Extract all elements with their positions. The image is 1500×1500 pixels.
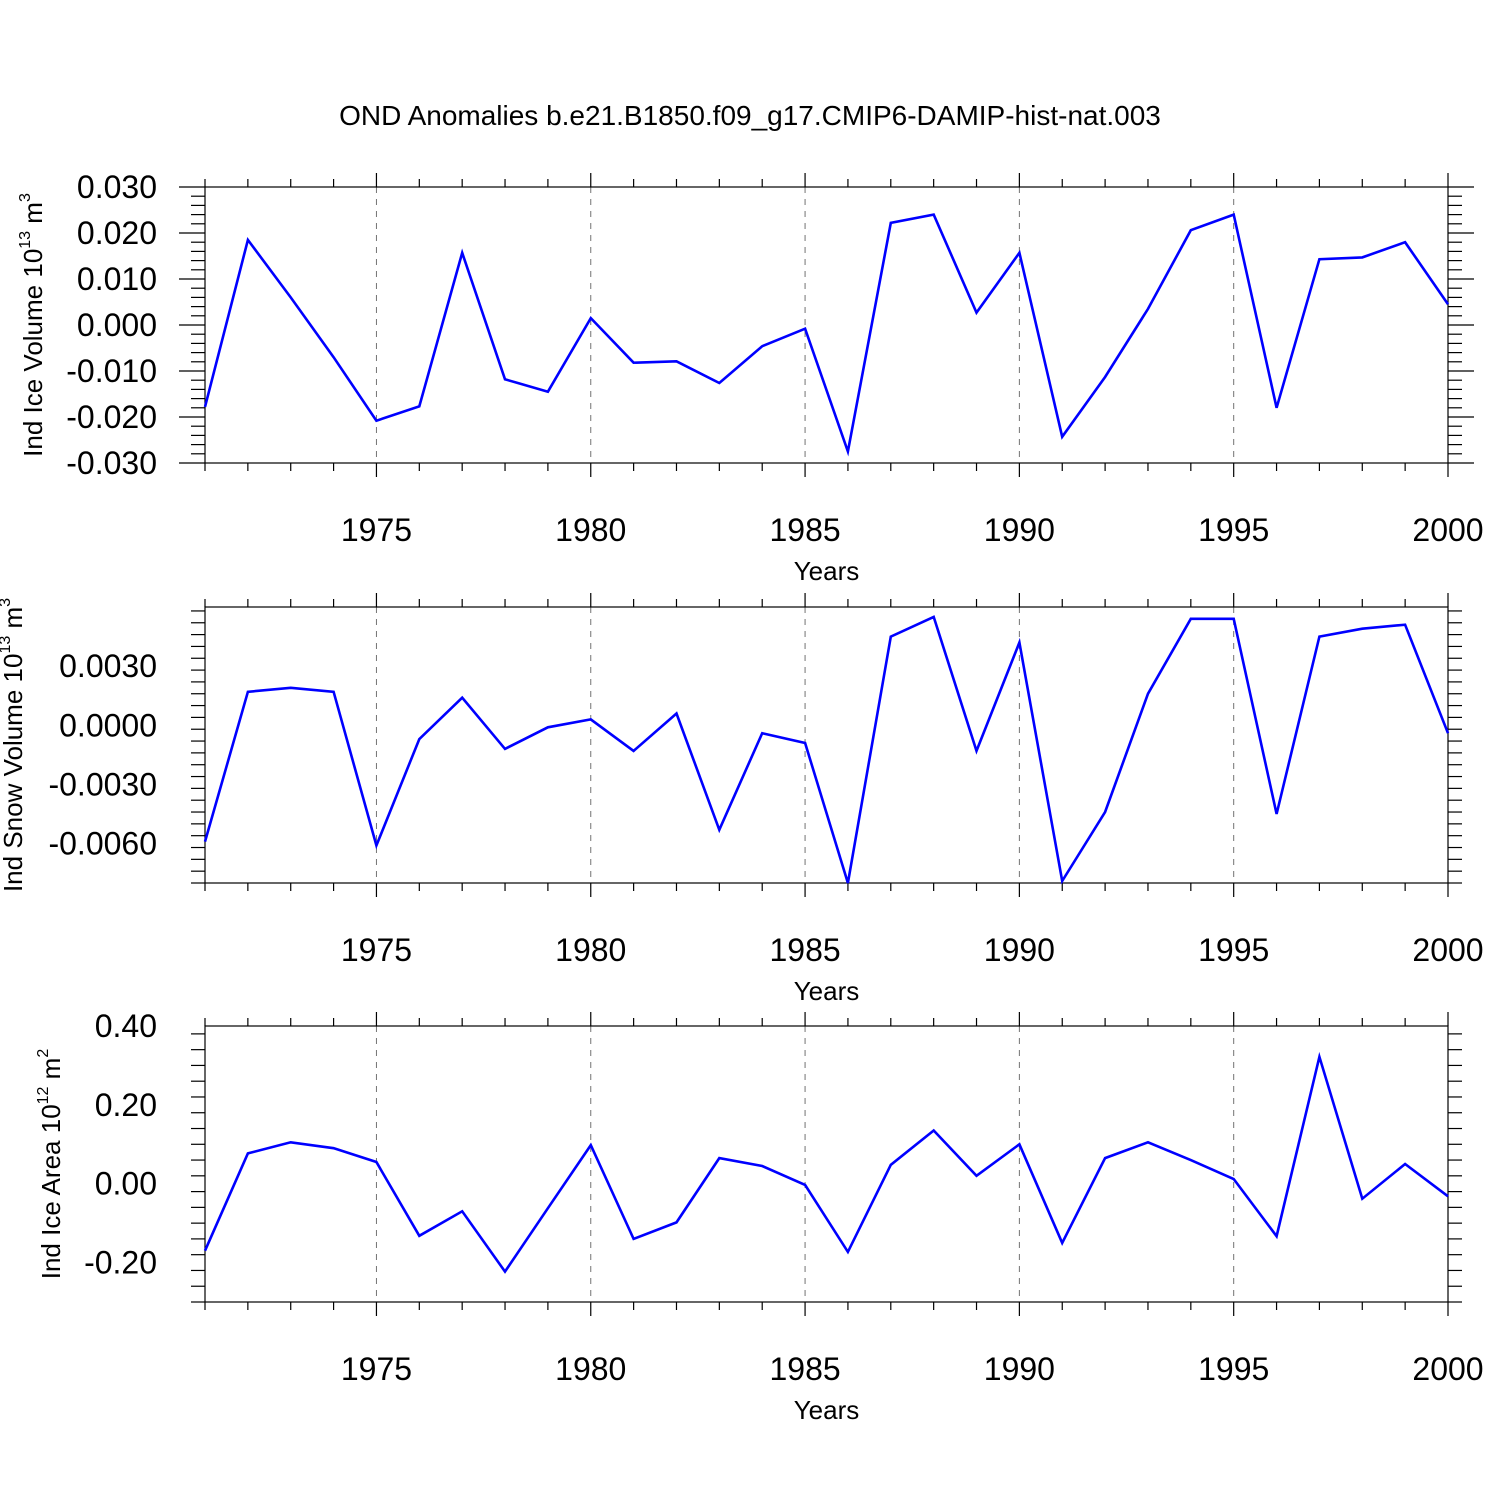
y-tick-label: 0.0030 [59,648,157,684]
x-tick-label: 1985 [769,932,840,968]
x-axis-label: Years [794,976,860,1006]
y-tick-label: 0.20 [95,1087,157,1123]
y-tick-label: -0.0030 [48,766,157,802]
y-tick-label: 0.000 [77,307,157,343]
x-tick-label: 2000 [1412,1351,1483,1387]
x-tick-label: 1980 [555,1351,626,1387]
y-tick-label: -0.020 [66,399,157,435]
y-tick-label: 0.020 [77,215,157,251]
chart-panel-3: 1975 1980 1985 1990 1995 2000 Years -0.20 0.00 0.… [35,1008,1484,1425]
plot-frame [204,1025,1449,1303]
plot-frame [204,186,1449,464]
x-tick-label: 1985 [769,1351,840,1387]
chart-panels: 1975 1980 1985 1990 1995 2000 Years -0.030 -0.02… [0,169,1484,1425]
chart-panel-2: 1975 1980 1985 1990 1995 2000 Years -0.0060 -0.0… [0,593,1484,1006]
chart-panel-1: 1975 1980 1985 1990 1995 2000 Years -0.030 -0.02… [17,169,1484,586]
x-tick-label: 1995 [1198,1351,1269,1387]
y-tick-label: -0.030 [66,445,157,481]
x-tick-label: 1980 [555,932,626,968]
x-tick-label: 1975 [341,932,412,968]
x-tick-label: 1995 [1198,512,1269,548]
y-tick-label: -0.0060 [48,826,157,862]
y-tick-label: 0.00 [95,1166,157,1202]
y-axis-label: Ind Ice Area 1012 m2 [35,1049,66,1280]
y-axis-label: Ind Snow Volume 1013 m3 [0,598,28,892]
figure-title: OND Anomalies b.e21.B1850.f09_g17.CMIP6-… [339,100,1161,131]
x-tick-label: 1990 [984,512,1055,548]
x-tick-label: 2000 [1412,932,1483,968]
y-tick-label: -0.20 [84,1245,157,1281]
x-tick-label: 1975 [341,1351,412,1387]
y-tick-label: 0.40 [95,1008,157,1044]
y-tick-label: -0.010 [66,353,157,389]
x-tick-label: 1995 [1198,932,1269,968]
series-line [203,1051,1449,1274]
x-tick-label: 1990 [984,932,1055,968]
y-tick-label: 0.030 [77,169,157,205]
x-tick-label: 2000 [1412,512,1483,548]
x-axis-label: Years [794,1395,860,1425]
plot-frame [204,606,1449,884]
x-tick-label: 1980 [555,512,626,548]
x-tick-label: 1990 [984,1351,1055,1387]
x-axis-label: Years [794,556,860,586]
x-tick-label: 1975 [341,512,412,548]
y-tick-label: 0.010 [77,261,157,297]
y-axis-label: Ind Ice Volume 1013 m3 [17,193,48,457]
series-line [203,212,1450,457]
x-tick-label: 1985 [769,512,840,548]
series-line [203,615,1450,885]
y-tick-label: 0.0000 [59,707,157,743]
